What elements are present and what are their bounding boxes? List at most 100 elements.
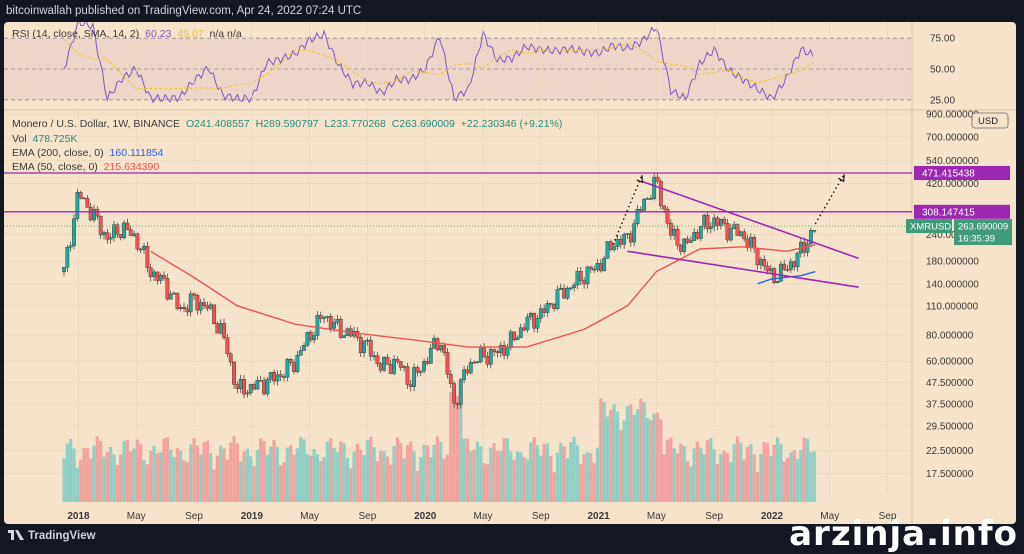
candle-body — [488, 349, 493, 365]
chart-svg[interactable]: 75.00 50.00 25.00 900.000000 700.000000 540.0… — [4, 22, 1016, 524]
volume-bar — [272, 440, 276, 502]
candle-body — [108, 237, 113, 240]
candle-body — [528, 313, 533, 318]
candle-body — [595, 263, 600, 270]
volume-bar — [379, 451, 383, 502]
volume-bar — [752, 454, 756, 502]
candle-body — [412, 367, 416, 387]
candle-body — [315, 315, 320, 336]
volume-bar — [485, 464, 490, 502]
volume-bar — [352, 451, 356, 502]
candle-body — [535, 318, 540, 329]
price-tick-label: 17.500000 — [926, 469, 974, 480]
volume-value: 478.725K — [32, 133, 78, 145]
volume-bar — [175, 448, 179, 502]
volume-bar — [245, 448, 249, 502]
volume-bar — [679, 443, 683, 502]
volume-bar — [582, 454, 586, 502]
volume-bar — [335, 452, 340, 502]
volume-bar — [299, 437, 303, 502]
candle-body — [778, 263, 783, 282]
volume-bar — [759, 453, 763, 502]
volume-bar — [292, 454, 296, 502]
symbol-badge — [906, 219, 952, 234]
candle-body — [712, 217, 717, 227]
volume-bar — [502, 438, 506, 502]
candle-body — [368, 339, 373, 357]
candle-body — [748, 236, 753, 248]
volume-bar — [742, 459, 746, 502]
volume-bar — [162, 438, 166, 502]
candle-body — [145, 245, 150, 268]
ohlc-close: C263.690009 — [391, 118, 455, 130]
candle-body — [655, 176, 660, 182]
volume-bar — [329, 438, 333, 502]
price-tick-label: 37.500000 — [926, 400, 974, 411]
volume-bar — [269, 446, 273, 502]
candle-body — [175, 292, 180, 309]
ohlc-open: O241.408557 — [185, 118, 250, 130]
candle-body — [718, 218, 723, 226]
volume-bar — [209, 452, 213, 502]
candle-body — [552, 304, 557, 309]
candle-body — [568, 287, 573, 289]
volume-bar — [765, 443, 770, 502]
volume-bar — [115, 465, 119, 502]
time-tick-label: 2018 — [67, 511, 90, 522]
candle-body — [225, 337, 230, 354]
candle-body — [362, 340, 366, 354]
volume-bar — [705, 440, 710, 502]
candle-body — [182, 307, 186, 309]
volume-bar — [532, 436, 536, 502]
ema50-value: 215.634390 — [103, 161, 160, 173]
volume-bar — [509, 451, 513, 502]
candle-body — [282, 376, 286, 378]
candle-body — [598, 263, 603, 272]
volume-bar — [625, 405, 630, 502]
volume-bar — [345, 457, 350, 502]
rsi-line — [63, 22, 814, 104]
volume-bar — [75, 467, 79, 502]
volume-bar — [185, 462, 189, 502]
volume-bar — [262, 440, 266, 502]
candle-body — [545, 303, 550, 313]
candle-body — [168, 293, 173, 300]
tradingview-logo[interactable]: TradingView — [8, 530, 96, 542]
volume-bar — [612, 403, 616, 502]
candle-body — [295, 355, 300, 372]
candle-body — [415, 367, 420, 373]
ema50-legend: EMA (50, close, 0) 215.634390 — [12, 161, 159, 173]
volume-bar — [475, 441, 480, 502]
candle-body — [452, 383, 457, 404]
candle-body — [565, 287, 570, 299]
volume-bar — [165, 437, 169, 502]
candle-body — [112, 224, 116, 238]
volume-bar — [389, 464, 393, 502]
volume-bar — [655, 412, 660, 502]
candle-body — [148, 267, 153, 277]
candle-body — [558, 287, 563, 290]
volume-bar — [155, 453, 159, 502]
volume-bar — [305, 453, 309, 502]
candle-body — [505, 347, 510, 356]
volume-bar — [219, 445, 223, 502]
candle-body — [378, 363, 383, 371]
volume-bar — [432, 444, 436, 502]
volume-bar — [642, 402, 646, 502]
volume-bar — [782, 461, 786, 502]
candle-body — [775, 281, 780, 283]
currency-label: USD — [978, 116, 998, 127]
candle-body — [785, 269, 790, 271]
volume-bar — [82, 447, 86, 502]
volume-bar — [119, 454, 123, 502]
volume-bar — [762, 441, 766, 502]
volume-bar — [249, 456, 253, 502]
volume-bar — [702, 454, 706, 502]
candle-body — [322, 317, 326, 319]
chart-canvas[interactable]: 75.00 50.00 25.00 900.000000 700.000000 540.0… — [4, 22, 1016, 524]
volume-bar — [755, 471, 760, 502]
candle-body — [92, 208, 96, 221]
candle-body — [755, 248, 760, 266]
candle-body — [438, 345, 443, 351]
volume-bar — [575, 445, 580, 502]
